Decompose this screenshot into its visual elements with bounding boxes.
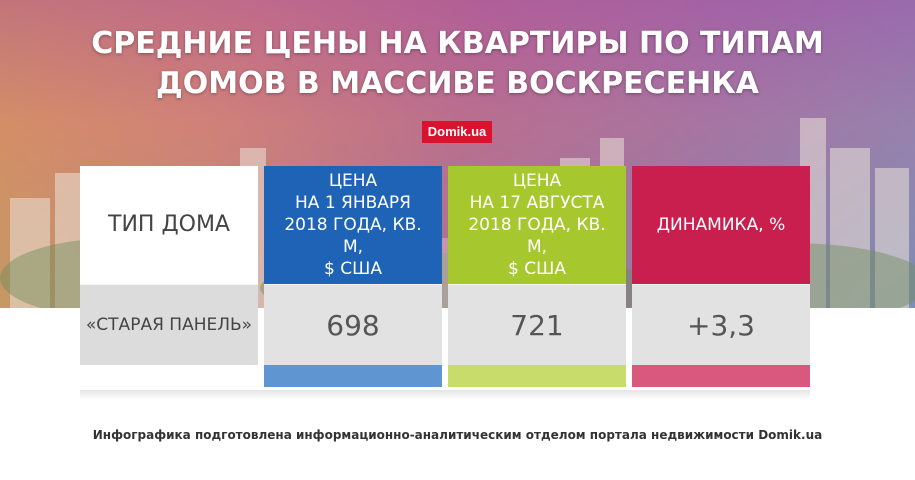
column-price-january: ЦЕНА НА 1 ЯНВАРЯ 2018 ГОДА, КВ. М, $ США…: [264, 166, 442, 387]
title-line-2: ДОМОВ В МАССИВЕ ВОСКРЕСЕНКА: [156, 66, 759, 101]
column-footer-bar: [632, 365, 810, 387]
header-line: $ США: [324, 259, 382, 279]
header-line: ЦЕНА: [512, 171, 562, 191]
footer-credit: Инфографика подготовлена информационно-а…: [92, 428, 823, 442]
header-text: ТИП ДОМА: [108, 212, 230, 237]
header-line: НА 1 ЯНВАРЯ: [295, 193, 411, 213]
domik-logo: Domik.ua: [422, 121, 492, 143]
column-footer-bar: [448, 365, 626, 387]
column-header-price-august: ЦЕНА НА 17 АВГУСТА 2018 ГОДА, КВ. М, $ С…: [448, 166, 626, 284]
column-header-house-type: ТИП ДОМА: [80, 166, 258, 284]
header-line: $ США: [508, 259, 566, 279]
header-line: 2018 ГОДА, КВ. М,: [284, 215, 422, 257]
header-line: 2018 ГОДА, КВ. М,: [468, 215, 606, 257]
table-shadow: [80, 390, 810, 400]
cell-dynamics: +3,3: [632, 284, 810, 365]
column-dynamics: ДИНАМИКА, % +3,3: [632, 166, 810, 387]
cell-price-january: 698: [264, 284, 442, 365]
column-header-price-january: ЦЕНА НА 1 ЯНВАРЯ 2018 ГОДА, КВ. М, $ США: [264, 166, 442, 284]
cell-price-august: 721: [448, 284, 626, 365]
column-footer-bar: [264, 365, 442, 387]
header-line: НА 17 АВГУСТА: [469, 193, 605, 213]
column-header-dynamics: ДИНАМИКА, %: [632, 166, 810, 284]
header-text: ДИНАМИКА, %: [656, 215, 786, 235]
cell-house-type: «СТАРАЯ ПАНЕЛЬ»: [80, 284, 258, 365]
column-price-august: ЦЕНА НА 17 АВГУСТА 2018 ГОДА, КВ. М, $ С…: [448, 166, 626, 387]
page-title: СРЕДНИЕ ЦЕНЫ НА КВАРТИРЫ ПО ТИПАМ ДОМОВ …: [0, 24, 915, 104]
column-house-type: ТИП ДОМА «СТАРАЯ ПАНЕЛЬ»: [80, 166, 258, 365]
header-line: ЦЕНА: [328, 171, 378, 191]
title-line-1: СРЕДНИЕ ЦЕНЫ НА КВАРТИРЫ ПО ТИПАМ: [91, 26, 824, 61]
